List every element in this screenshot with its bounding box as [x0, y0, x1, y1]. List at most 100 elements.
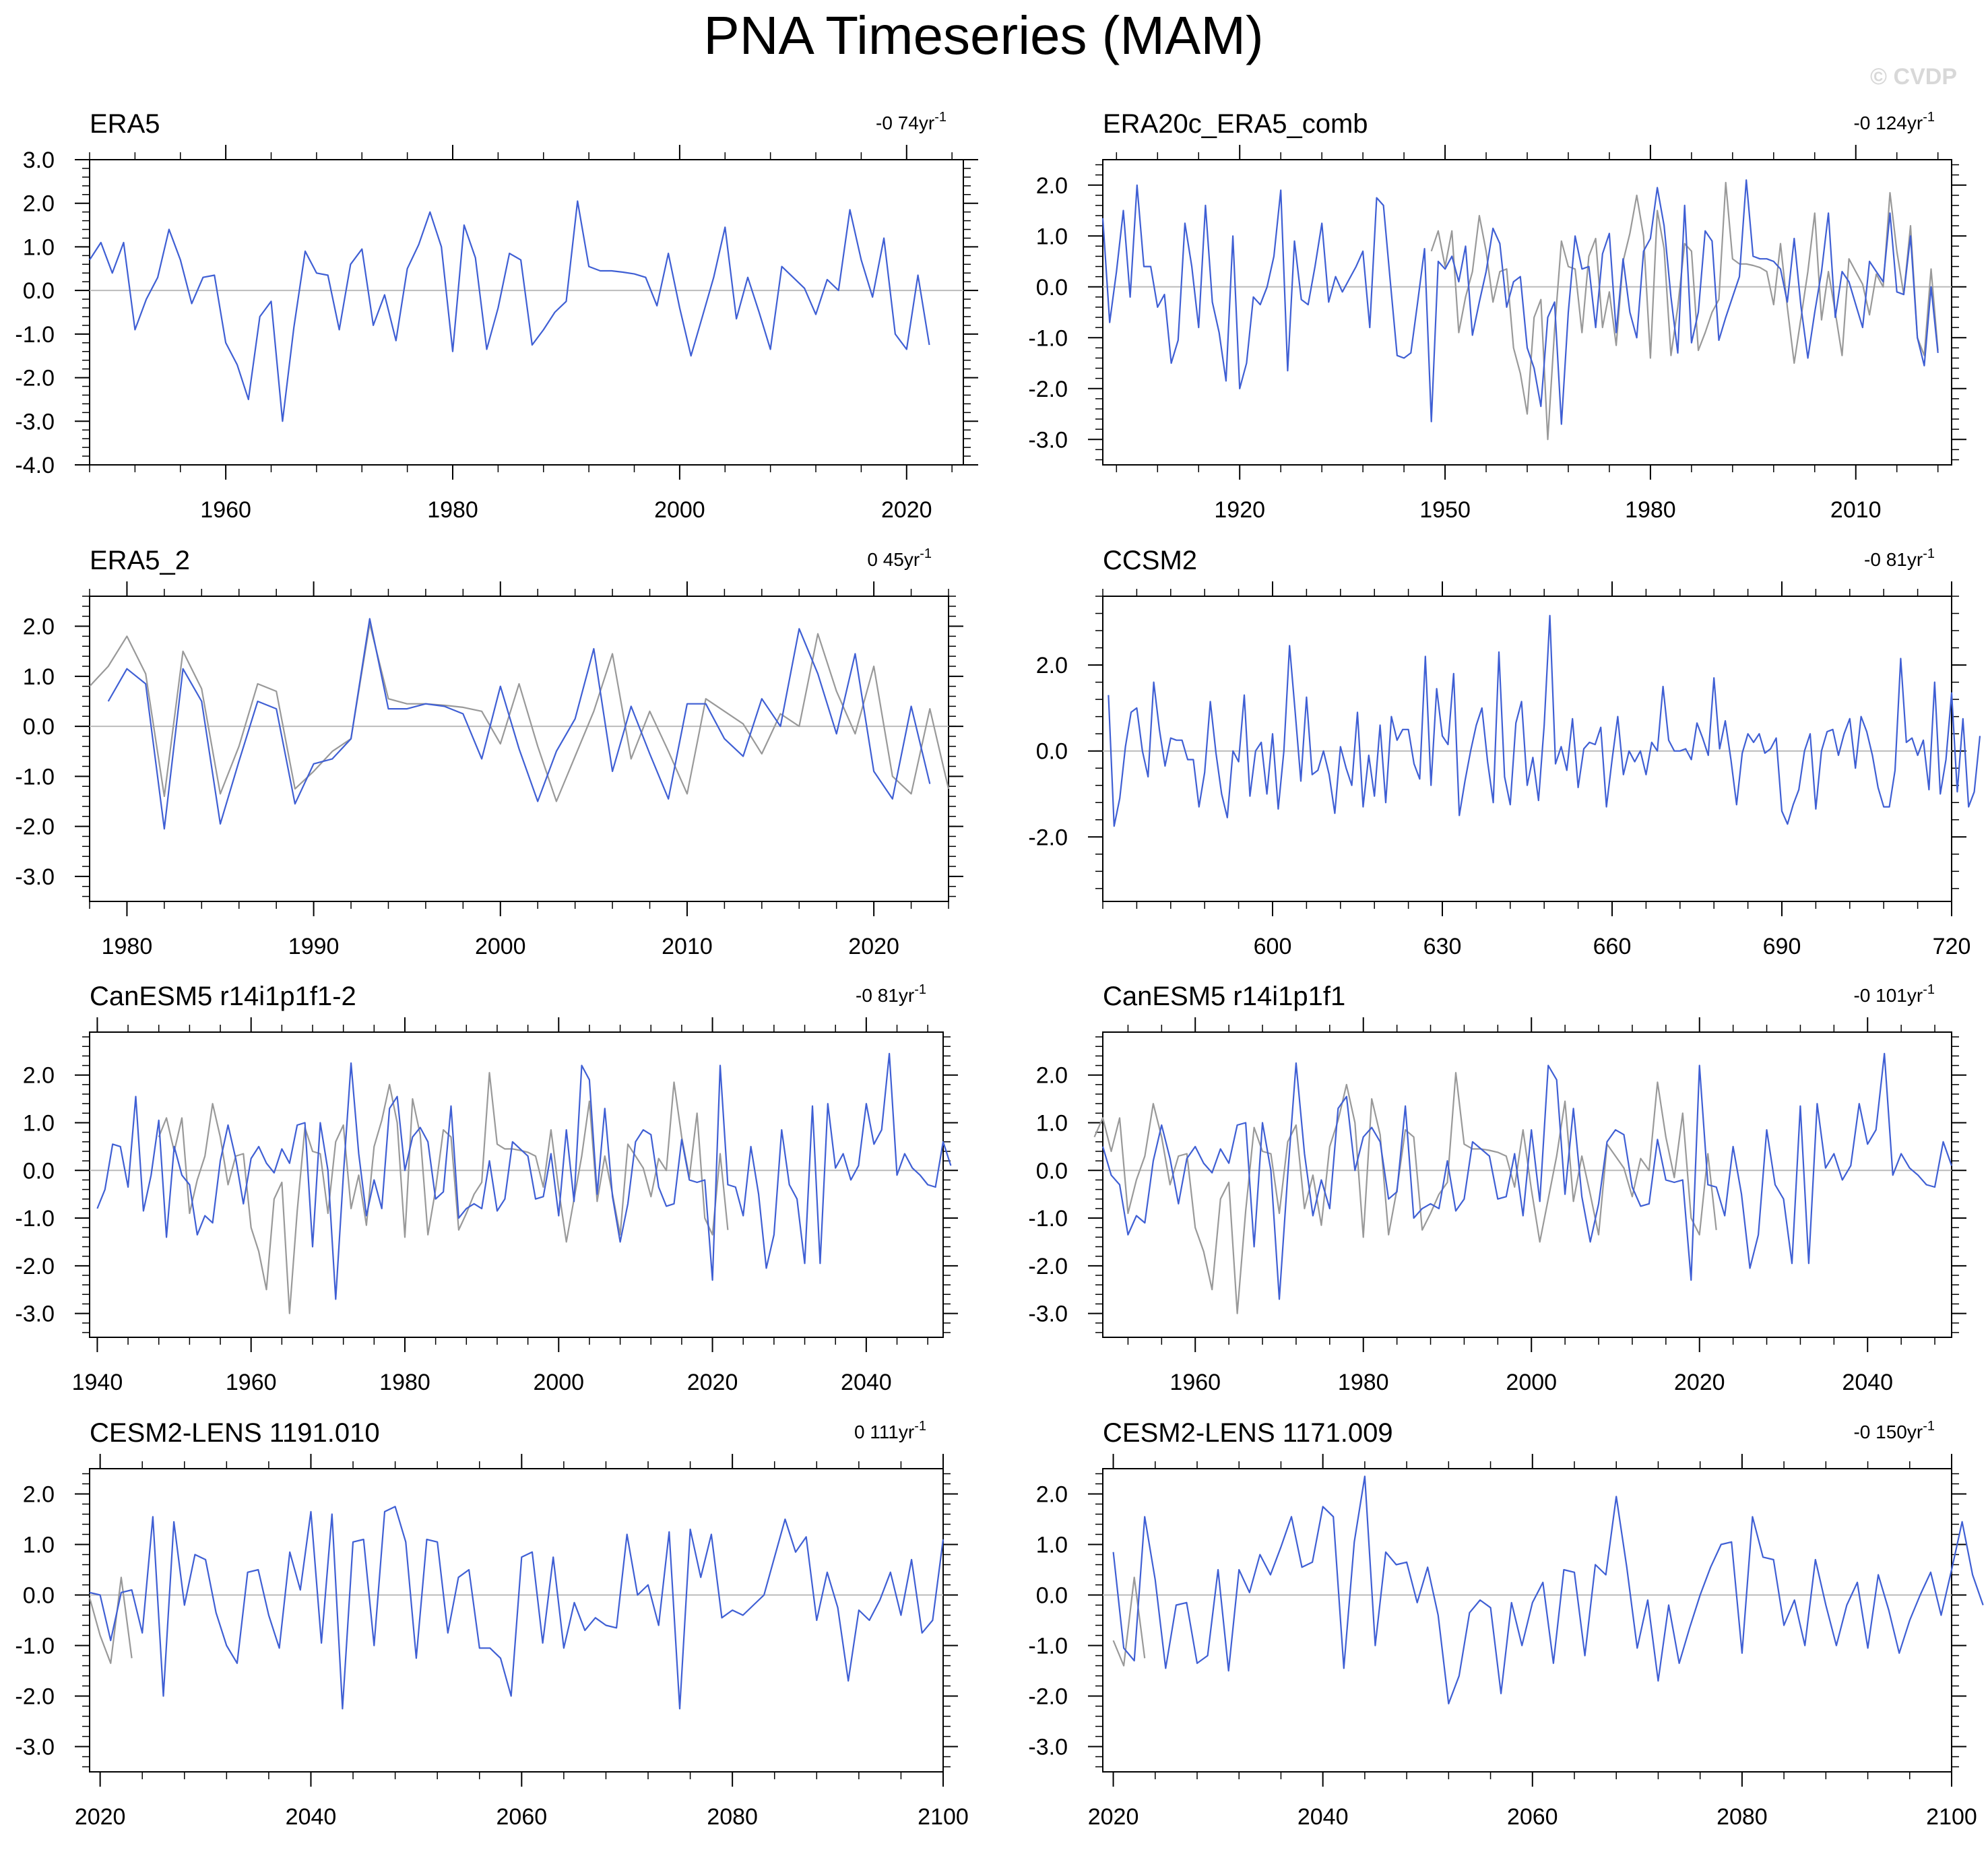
obs-series-line: [88, 1576, 133, 1664]
y-tick-label: 2.0: [23, 1482, 55, 1508]
trend-label: 0 45yr-1: [867, 546, 932, 570]
plot-frame: [89, 1031, 944, 1338]
x-tick-label: 2040: [1297, 1804, 1349, 1830]
y-tick-label: 0.0: [1036, 275, 1068, 300]
watermark: © CVDP: [1870, 64, 1957, 90]
trend-label: -0 81yr-1: [1864, 546, 1935, 570]
x-tick-label: 2010: [1830, 497, 1882, 523]
obs-series-line: [158, 1072, 729, 1314]
chart-panel-5: 2.0 1.0 0.0 -1.0 -2.0 -3.0 1940 1960 1980 2000 202…: [15, 982, 958, 1395]
y-tick-label: -2.0: [1028, 1254, 1068, 1279]
panel-title: CanESM5 r14i1p1f1-2: [90, 982, 356, 1011]
x-tick-label: 690: [1763, 934, 1801, 959]
x-tick-label: 2080: [707, 1804, 758, 1830]
y-tick-label: 1.0: [23, 1110, 55, 1136]
chart-panel-7: 2.0 1.0 0.0 -1.0 -2.0 -3.0 2020 2040 2060 2080 210…: [15, 1418, 968, 1830]
x-tick-label: 630: [1423, 934, 1462, 959]
x-tick-label: 2040: [841, 1370, 892, 1395]
x-tick-label: 2060: [496, 1804, 548, 1830]
y-tick-label: 0.0: [23, 278, 55, 304]
x-tick-label: 2020: [1674, 1370, 1725, 1395]
trend-label: -0 150yr-1: [1853, 1419, 1935, 1442]
y-tick-label: 2.0: [23, 1063, 55, 1089]
model-series-line: [96, 1052, 952, 1300]
y-tick-label: 0.0: [1036, 739, 1068, 765]
x-tick-label: 2040: [1842, 1370, 1893, 1395]
chart-panel-2: 2.0 1.0 0.0 -1.0 -2.0 -3.0 1920 1950 1980 2010 ERA…: [1028, 109, 1966, 523]
y-tick-label: 1.0: [23, 664, 55, 690]
x-tick-label: 2020: [848, 934, 899, 959]
y-tick-label: -2.0: [15, 1684, 55, 1710]
y-tick-label: -2.0: [1028, 377, 1068, 402]
x-tick-label: 1980: [1338, 1370, 1389, 1395]
y-tick-label: -2.0: [1028, 1684, 1068, 1710]
y-tick-label: -2.0: [15, 1254, 55, 1279]
y-tick-label: 3.0: [23, 148, 55, 173]
x-tick-label: 2040: [286, 1804, 337, 1830]
x-tick-label: 600: [1254, 934, 1292, 959]
obs-series-line: [1112, 1576, 1146, 1667]
y-tick-label: -3.0: [15, 1735, 55, 1760]
y-tick-label: 0.0: [1036, 1158, 1068, 1184]
plot-frame: [1102, 1468, 1952, 1773]
plot-frame: [1102, 596, 1952, 902]
chart-panel-8: 2.0 1.0 0.0 -1.0 -2.0 -3.0 2020 2040 2060 2080 210…: [1028, 1418, 1984, 1830]
x-tick-label: 720: [1933, 934, 1971, 959]
figure-title: PNA Timeseries (MAM): [703, 5, 1263, 65]
y-tick-label: 2.0: [1036, 173, 1068, 199]
y-tick-label: 0.0: [1036, 1583, 1068, 1609]
chart-panel-3: 2.0 1.0 0.0 -1.0 -2.0 -3.0 1980 1990 2000 2010 202…: [15, 546, 963, 959]
y-tick-label: -1.0: [15, 764, 55, 790]
y-tick-label: -3.0: [1028, 427, 1068, 453]
y-tick-label: 1.0: [1036, 1533, 1068, 1558]
panel-title: CanESM5 r14i1p1f1: [1103, 982, 1345, 1011]
plot-frame: [1102, 1031, 1952, 1338]
trend-label: 0 111yr-1: [854, 1419, 926, 1442]
x-tick-label: 1980: [1625, 497, 1676, 523]
y-tick-label: 2.0: [1036, 653, 1068, 678]
x-tick-label: 1990: [288, 934, 340, 959]
y-tick-label: 1.0: [1036, 1110, 1068, 1136]
chart-panel-4: 2.0 0.0 -2.0 600 630 660 690 720 CCSM2 -0 81yr-1: [1028, 546, 1981, 959]
y-tick-label: -1.0: [1028, 1634, 1068, 1659]
y-tick-label: 1.0: [1036, 224, 1068, 249]
y-tick-label: 2.0: [23, 614, 55, 640]
y-tick-label: 0.0: [23, 1583, 55, 1609]
obs-series-line: [89, 623, 950, 802]
x-tick-label: 1940: [72, 1370, 123, 1395]
y-tick-label: -1.0: [15, 322, 55, 348]
trend-label: -0 124yr-1: [1853, 110, 1935, 133]
chart-panel-1: 3.0 2.0 1.0 0.0 -1.0 -2.0 -3.0 -4.0 1960 1980 2000…: [15, 109, 978, 523]
y-tick-label: -3.0: [15, 1302, 55, 1327]
panel-title: ERA5_2: [90, 546, 190, 575]
x-tick-label: 1980: [102, 934, 153, 959]
x-tick-label: 1950: [1419, 497, 1471, 523]
x-tick-label: 2020: [1088, 1804, 1139, 1830]
x-tick-label: 2020: [687, 1370, 738, 1395]
plot-frame: [89, 159, 964, 466]
panel-title: CESM2-LENS 1191.010: [90, 1418, 380, 1448]
model-series-line: [89, 200, 930, 422]
x-tick-label: 1960: [226, 1370, 277, 1395]
y-tick-label: 0.0: [23, 1158, 55, 1184]
y-tick-label: -2.0: [15, 815, 55, 840]
x-tick-label: 2000: [654, 497, 705, 523]
chart-panel-6: 2.0 1.0 0.0 -1.0 -2.0 -3.0 1960 1980 2000 2020 204…: [1028, 982, 1966, 1395]
model-series-line: [89, 1506, 944, 1710]
trend-label: -0 74yr-1: [876, 110, 947, 133]
trend-label: -0 81yr-1: [856, 982, 926, 1006]
trend-label: -0 101yr-1: [1853, 982, 1935, 1006]
x-tick-label: 2000: [533, 1370, 584, 1395]
x-tick-label: 1920: [1214, 497, 1265, 523]
model-series-line: [1101, 179, 1939, 425]
y-tick-label: -4.0: [15, 453, 55, 478]
panel-title: CESM2-LENS 1171.009: [1103, 1418, 1393, 1448]
x-tick-label: 2020: [881, 497, 932, 523]
plot-frame: [1102, 159, 1952, 466]
x-tick-label: 2100: [918, 1804, 969, 1830]
y-tick-label: 2.0: [23, 191, 55, 217]
panel-title: ERA5: [90, 109, 160, 139]
x-tick-label: 2010: [662, 934, 713, 959]
y-tick-label: 0.0: [23, 714, 55, 740]
